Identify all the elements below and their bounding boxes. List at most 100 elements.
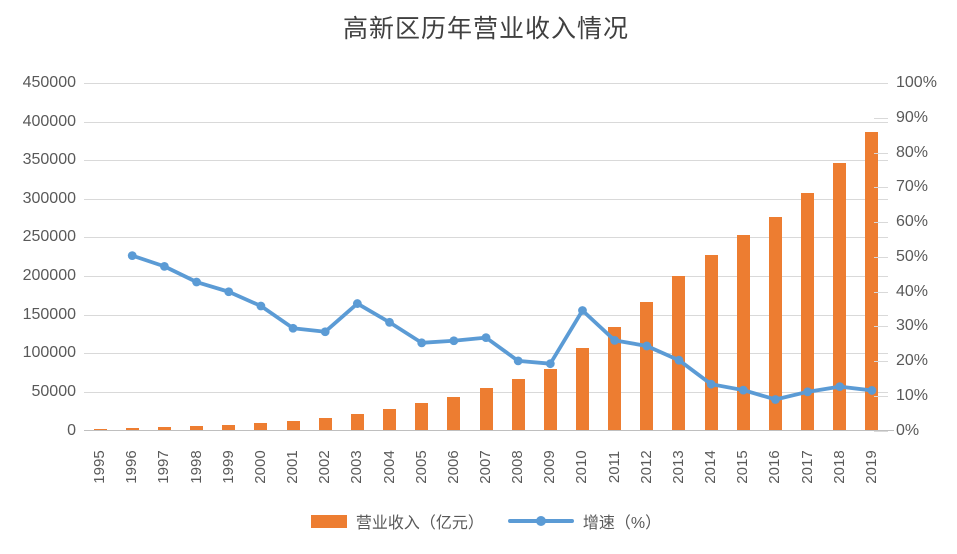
gridline — [84, 353, 888, 355]
revenue-bar — [833, 162, 847, 430]
y-axis-right-label: 100% — [896, 74, 937, 91]
gridline — [84, 121, 888, 123]
growth-legend-marker-icon — [535, 516, 546, 526]
revenue-bar — [222, 424, 236, 430]
growth-line-marker — [835, 382, 845, 392]
x-axis-label: 2005 — [412, 449, 430, 484]
y-axis-left-label: 0 — [67, 421, 76, 439]
growth-line-marker — [610, 336, 620, 345]
y-axis-left-label: 350000 — [22, 151, 76, 169]
growth-line — [130, 253, 874, 402]
growth-line-marker — [674, 355, 684, 365]
right-axis-tick — [874, 395, 888, 397]
x-axis-label: 2019 — [862, 449, 880, 484]
right-axis-tick — [874, 326, 888, 328]
x-axis-label: 1999 — [219, 449, 237, 484]
y-axis-right-label: 10% — [896, 386, 929, 404]
revenue-bar — [157, 427, 171, 430]
x-axis-label: 2001 — [284, 449, 302, 484]
revenue-bar — [479, 387, 493, 430]
right-axis-tick — [874, 361, 888, 362]
revenue-bar — [736, 234, 750, 430]
revenue-bar — [318, 418, 332, 430]
revenue-bar — [865, 131, 879, 430]
right-axis-tick — [874, 222, 888, 223]
gridline — [84, 160, 888, 162]
x-axis-label: 2000 — [251, 449, 269, 484]
revenue-bar — [608, 326, 622, 430]
revenue-bar — [415, 403, 429, 430]
x-axis-label: 2011 — [605, 450, 623, 483]
legend: 营业收入（亿元） 增速（%） — [84, 510, 888, 532]
growth-line-marker — [192, 277, 201, 287]
growth-line-marker — [288, 323, 298, 333]
revenue-bar — [768, 216, 782, 430]
revenue-bar — [93, 428, 107, 430]
chart-title: 高新区历年营业收入情况 — [342, 16, 629, 43]
x-axis-label: 1998 — [187, 449, 205, 484]
growth-line-layer — [127, 251, 877, 404]
growth-line-marker — [449, 336, 459, 346]
growth-line-marker — [867, 386, 877, 395]
y-axis-right-label: 20% — [896, 352, 929, 369]
right-axis-tick — [874, 256, 888, 258]
y-axis-right-label: 0% — [896, 421, 920, 439]
gridline — [84, 198, 888, 200]
y-axis-right-label: 80% — [896, 143, 929, 161]
revenue-bar — [383, 408, 397, 430]
growth-line-marker — [738, 385, 748, 395]
revenue-bar — [350, 413, 364, 430]
x-axis-label: 2016 — [766, 449, 784, 484]
x-axis-label: 1997 — [155, 449, 173, 484]
x-axis-label: 2013 — [669, 449, 687, 484]
growth-line-marker — [771, 395, 780, 404]
y-axis-left-label: 300000 — [22, 189, 76, 207]
y-axis-left-label: 100000 — [22, 344, 76, 362]
y-axis-left-label: 400000 — [22, 112, 76, 130]
y-axis-right-label: 60% — [896, 213, 929, 230]
x-axis-label: 1995 — [91, 449, 109, 484]
x-axis-label: 1996 — [123, 449, 141, 484]
y-axis-right-label: 50% — [896, 247, 929, 265]
plot-area — [84, 83, 888, 431]
revenue-bar — [511, 379, 525, 430]
growth-line-marker — [352, 299, 362, 308]
x-axis-label: 2003 — [348, 449, 366, 484]
x-axis-label: 2014 — [702, 449, 720, 484]
growth-line-marker — [545, 359, 555, 369]
revenue-bar — [801, 192, 815, 430]
growth-line-marker — [706, 379, 716, 389]
right-axis-tick — [874, 430, 888, 432]
x-axis-label: 2012 — [637, 449, 655, 484]
right-axis-tick — [874, 152, 888, 154]
right-axis-tick — [874, 117, 888, 119]
x-axis-label: 2008 — [509, 449, 527, 484]
revenue-bar — [672, 275, 686, 430]
right-axis-tick — [874, 291, 888, 293]
growth-line-marker — [160, 261, 169, 271]
growth-legend-label: 增速（%） — [582, 515, 662, 532]
revenue-bar — [640, 301, 654, 430]
y-axis-left-label: 250000 — [22, 228, 76, 246]
revenue-bar — [575, 348, 589, 430]
gridline — [84, 276, 888, 278]
x-axis-line — [84, 430, 894, 431]
y-axis-left-label: 50000 — [31, 382, 77, 400]
x-axis-label: 2010 — [573, 449, 591, 484]
revenue-bar — [190, 426, 204, 430]
y-axis-right-label: 90% — [896, 108, 929, 126]
y-axis-right-label: 40% — [896, 282, 929, 300]
x-axis-label: 2006 — [444, 449, 462, 484]
growth-line-marker — [127, 251, 137, 261]
y-axis-right-label: 70% — [896, 178, 929, 196]
growth-line-marker — [320, 327, 330, 337]
growth-line-marker — [578, 306, 587, 315]
revenue-bar — [125, 428, 139, 430]
gridline — [84, 83, 888, 84]
growth-line-marker — [481, 333, 491, 343]
x-axis-label: 2007 — [477, 449, 494, 484]
growth-line-marker — [803, 387, 812, 397]
x-axis-label: 2009 — [541, 449, 559, 484]
y-axis-right-label: 30% — [896, 317, 929, 335]
